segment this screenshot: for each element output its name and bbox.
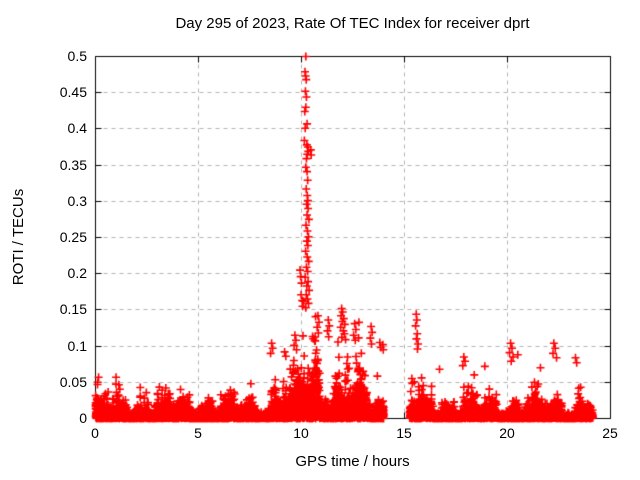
y-tick-label: 0.45 xyxy=(59,84,87,101)
y-tick-label: 0.3 xyxy=(67,192,87,209)
y-tick-label: 0.5 xyxy=(67,48,87,64)
y-tick-label: 0.15 xyxy=(59,301,87,318)
y-tick-label: 0 xyxy=(79,410,87,426)
x-tick-label: 5 xyxy=(194,425,202,441)
y-tick-label: 0.35 xyxy=(59,156,87,173)
y-tick-label: 0.2 xyxy=(67,265,87,282)
y-tick-label: 0.25 xyxy=(59,229,87,245)
y-tick-label: 0.05 xyxy=(59,373,87,390)
x-tick-label: 15 xyxy=(396,425,412,441)
x-tick-label: 0 xyxy=(91,425,99,441)
x-tick-label: 20 xyxy=(499,425,515,441)
y-tick-label: 0.1 xyxy=(67,337,87,354)
x-tick-label: 25 xyxy=(602,425,618,441)
x-axis-label: GPS time / hours xyxy=(295,453,410,470)
y-tick-label: 0.4 xyxy=(67,120,87,137)
x-tick-label: 10 xyxy=(293,425,309,441)
chart-title: Day 295 of 2023, Rate Of TEC Index for r… xyxy=(175,15,530,32)
